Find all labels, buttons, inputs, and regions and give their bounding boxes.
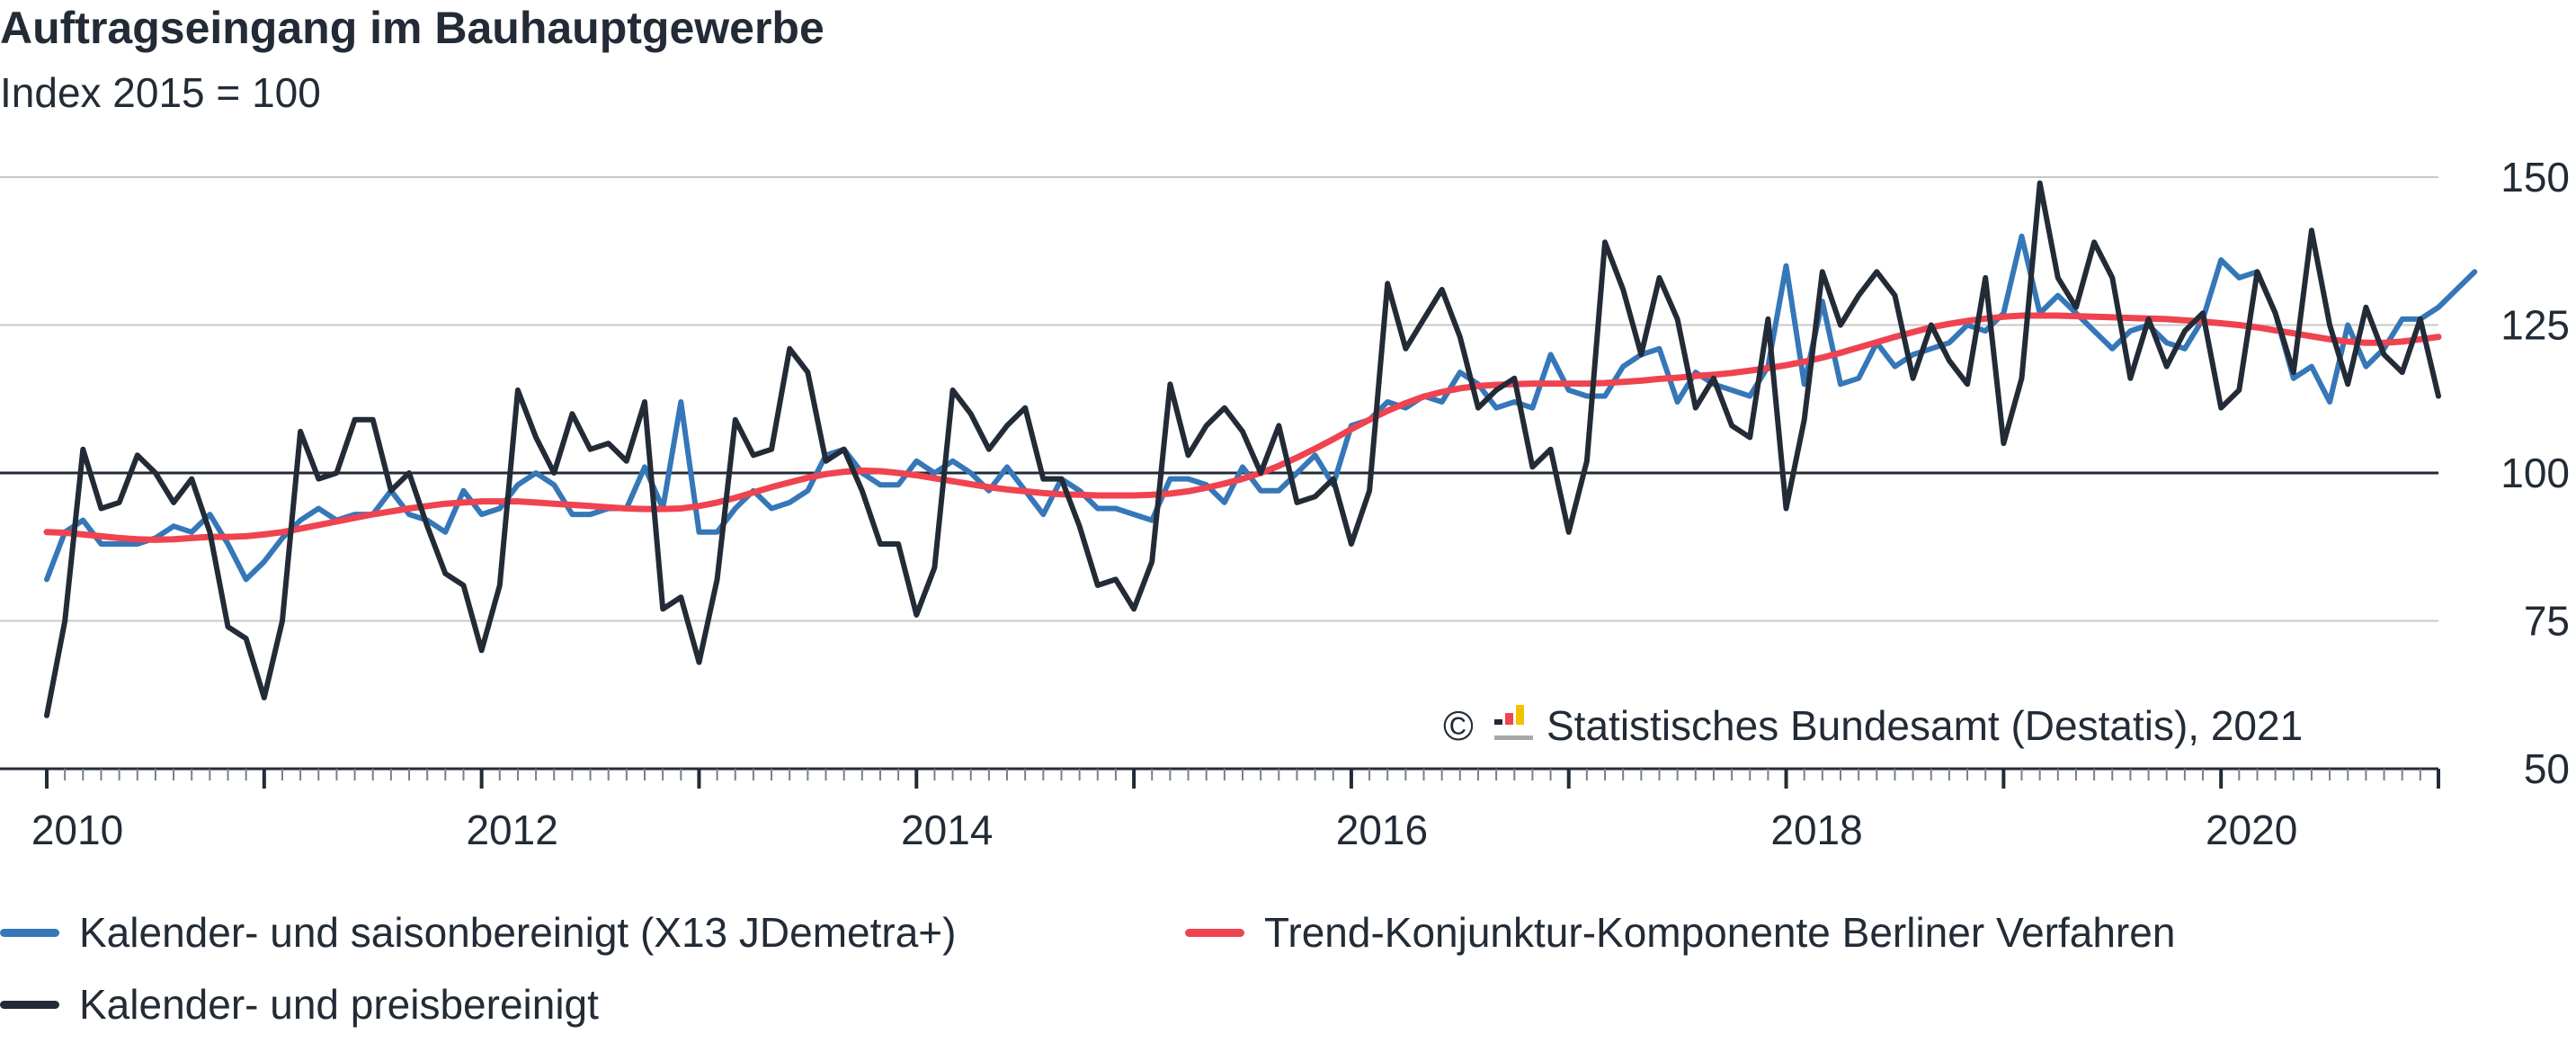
chart-legend: Kalender- und saisonbereinigt (X13 JDeme…	[0, 908, 2576, 1043]
x-tick-label: 2014	[901, 807, 993, 853]
series-line-seasonal	[44, 233, 2478, 583]
x-tick-label: 2020	[2206, 807, 2297, 853]
y-tick-label: 50	[2524, 745, 2570, 792]
series-line-trend	[43, 312, 2442, 543]
x-tick-label: 2012	[466, 807, 557, 853]
y-tick-label: 100	[2500, 450, 2570, 496]
grid-layer	[0, 176, 2438, 622]
legend-item-seasonal: Kalender- und saisonbereinigt (X13 JDeme…	[0, 908, 956, 957]
chart-title: Auftragseingang im Bauhauptgewerbe	[0, 3, 824, 53]
axis-labels: 50 75 100 125 150 2010 2012 2014 2016 2018 2020	[31, 154, 2570, 853]
series-line-price	[44, 180, 2441, 718]
destatis-logo-icon	[1494, 705, 1533, 740]
legend-item-trend: Trend-Konjunktur-Komponente Berliner Ver…	[1185, 908, 2175, 957]
legend-swatch-price	[0, 1000, 59, 1009]
y-tick-label: 150	[2500, 154, 2570, 201]
legend-label-price: Kalender- und preisbereinigt	[79, 981, 599, 1028]
x-tick-label: 2018	[1770, 807, 1862, 853]
chart-subtitle: Index 2015 = 100	[0, 69, 321, 116]
line-chart: 50 75 100 125 150 2010 2012 2014 2016 2018 2020 © …	[0, 154, 2570, 853]
x-tick-label: 2016	[1336, 807, 1428, 853]
legend-swatch-seasonal	[0, 928, 59, 937]
legend-swatch-trend	[1185, 928, 1244, 937]
copyright-symbol: ©	[1443, 702, 1474, 749]
x-axis	[0, 767, 2440, 789]
legend-label-seasonal: Kalender- und saisonbereinigt (X13 JDeme…	[79, 909, 957, 956]
x-tick-label: 2010	[31, 807, 123, 853]
y-tick-label: 125	[2500, 302, 2570, 349]
y-tick-label: 75	[2524, 598, 2570, 645]
legend-label-trend: Trend-Konjunktur-Komponente Berliner Ver…	[1264, 909, 2176, 956]
source-note: © Statistisches Bundesamt (Destatis), 20…	[1443, 702, 2303, 749]
source-text: Statistisches Bundesamt (Destatis), 2021	[1546, 702, 2303, 749]
legend-item-price: Kalender- und preisbereinigt	[0, 980, 599, 1029]
series-layer	[43, 180, 2478, 718]
